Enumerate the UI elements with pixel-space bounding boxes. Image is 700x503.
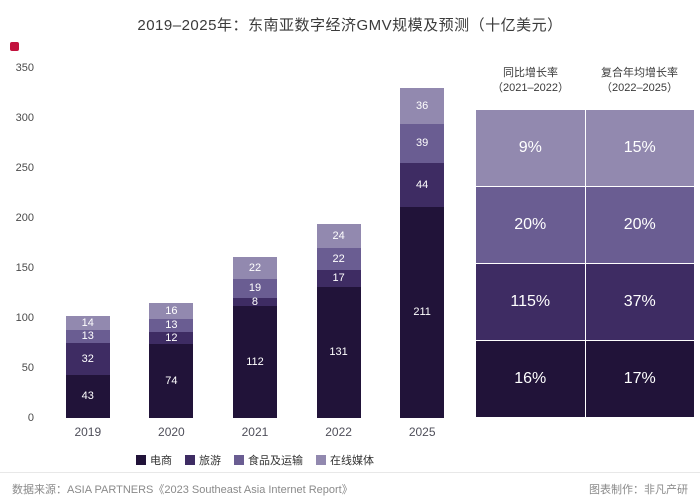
legend-swatch [136, 455, 146, 465]
bar-segment-电商: 131 [316, 287, 361, 418]
bar-segment-食品及运输: 13 [149, 319, 194, 332]
x-tick-label: 2022 [325, 425, 352, 439]
legend: 电商 旅游 食品及运输 在线媒体 [46, 452, 464, 468]
bar-2022: 24 22 17 131 [316, 224, 361, 418]
y-tick-label: 350 [15, 62, 34, 74]
table-header-cagr-line2: （2022–2025） [600, 82, 679, 95]
legend-item-电商: 电商 [136, 452, 172, 468]
bar-2021: 22 19 8 112 [232, 257, 277, 418]
bar-segment-旅游: 44 [400, 163, 445, 207]
table-header-cagr: 复合年均增长率 （2022–2025） [585, 64, 694, 110]
table-cell-食品及运输-cagr: 20% [585, 187, 694, 263]
legend-label: 旅游 [199, 455, 221, 467]
accent-mark [10, 42, 19, 51]
bar-segment-在线媒体: 22 [232, 257, 277, 279]
y-axis: 0 50 100 150 200 250 300 350 [4, 62, 38, 424]
growth-table: 同比增长率 （2021–2022） 复合年均增长率 （2022–2025） 9%… [476, 64, 694, 417]
y-tick-label: 0 [27, 412, 34, 424]
x-tick-label: 2025 [408, 425, 436, 439]
legend-item-在线媒体: 在线媒体 [316, 452, 374, 468]
bar-segment-旅游: 8 [232, 296, 277, 307]
legend-item-食品及运输: 食品及运输 [234, 452, 303, 468]
y-tick-label: 300 [15, 112, 34, 124]
bars: 14 13 32 43 16 13 12 74 22 19 8 112 24 22 17 131 36 39 44 2… [46, 68, 464, 418]
table-body: 9% 15% 20% 20% 115% 37% 16% 17% [476, 110, 694, 417]
page-title: 2019–2025年：东南亚数字经济GMV规模及预测（十亿美元） [137, 17, 563, 34]
x-tick-label: 2021 [241, 425, 269, 439]
bar-segment-旅游: 12 [149, 332, 194, 344]
bar-segment-食品及运输: 13 [65, 330, 110, 343]
legend-label: 在线媒体 [330, 455, 374, 467]
y-tick-label: 50 [21, 362, 34, 374]
legend-swatch [234, 455, 244, 465]
bar-2019: 14 13 32 43 [65, 316, 110, 418]
bar-segment-在线媒体: 36 [400, 88, 445, 124]
footer-credit: 图表制作：非凡产研 [589, 484, 688, 496]
bar-segment-电商: 43 [65, 375, 110, 418]
bar-segment-食品及运输: 19 [232, 279, 277, 298]
legend-swatch [316, 455, 326, 465]
table-cell-旅游-yoy: 115% [476, 264, 585, 340]
x-tick-label: 2019 [74, 425, 102, 439]
bar-2025: 36 39 44 211 [400, 88, 445, 418]
table-header-cagr-line1: 复合年均增长率 [601, 67, 678, 79]
bar-segment-旅游: 17 [316, 270, 361, 287]
y-tick-label: 150 [15, 262, 34, 274]
bar-segment-电商: 112 [232, 306, 277, 418]
table-cell-旅游-cagr: 37% [585, 264, 694, 340]
table-header-yoy-line1: 同比增长率 [503, 67, 558, 79]
bar-segment-食品及运输: 39 [400, 124, 445, 163]
legend-item-旅游: 旅游 [185, 452, 221, 468]
footer-divider [0, 472, 700, 473]
footer-source: 数据来源：ASIA PARTNERS《2023 Southeast Asia I… [12, 484, 353, 496]
bar-segment-在线媒体: 16 [149, 303, 194, 319]
bar-segment-旅游: 32 [65, 343, 110, 375]
table-headers: 同比增长率 （2021–2022） 复合年均增长率 （2022–2025） [476, 64, 694, 110]
bar-segment-电商: 74 [149, 344, 194, 418]
table-cell-食品及运输-yoy: 20% [476, 187, 585, 263]
table-header-yoy-line2: （2021–2022） [491, 82, 570, 95]
table-cell-在线媒体-cagr: 15% [585, 110, 694, 186]
bar-2020: 16 13 12 74 [149, 303, 194, 418]
table-cell-电商-cagr: 17% [585, 341, 694, 417]
legend-label: 食品及运输 [248, 455, 303, 467]
y-tick-label: 100 [15, 312, 34, 324]
table-header-yoy: 同比增长率 （2021–2022） [476, 64, 585, 110]
legend-label: 电商 [150, 455, 172, 467]
legend-swatch [185, 455, 195, 465]
table-cell-在线媒体-yoy: 9% [476, 110, 585, 186]
table-cell-电商-yoy: 16% [476, 341, 585, 417]
x-tick-label: 2020 [158, 425, 185, 439]
bar-segment-电商: 211 [400, 207, 445, 418]
y-tick-label: 250 [15, 162, 34, 174]
bar-segment-在线媒体: 14 [65, 316, 110, 330]
y-tick-label: 200 [15, 212, 34, 224]
bar-segment-在线媒体: 24 [316, 224, 361, 248]
bar-segment-食品及运输: 22 [316, 248, 361, 270]
x-labels: 2019 2020 2021 2022 2025 [46, 425, 464, 439]
